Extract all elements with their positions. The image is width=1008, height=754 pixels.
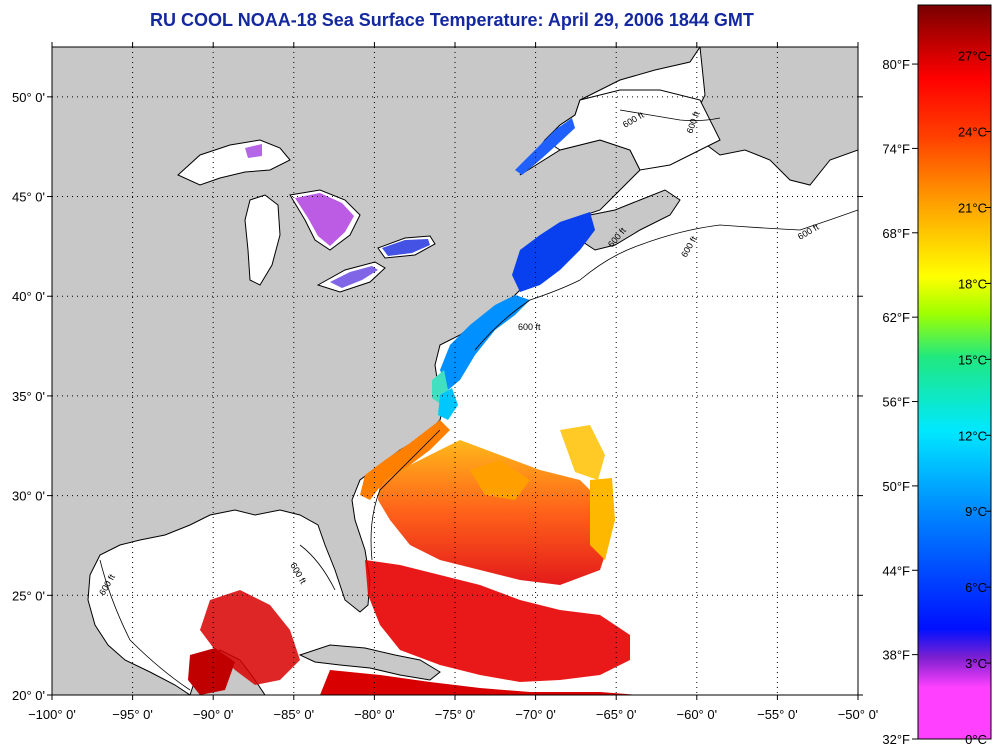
lon-tick-label: −85° 0'	[274, 707, 315, 722]
colorbar-c-label: 15°C	[958, 352, 987, 367]
land-cuba	[298, 644, 441, 681]
colorbar-f-label: 74°F	[882, 141, 910, 156]
lon-tick-label: −70° 0'	[515, 707, 556, 722]
sst-campeche	[188, 648, 235, 695]
colorbar-c-label: 21°C	[958, 200, 987, 215]
lat-tick-label: 30° 0'	[12, 489, 45, 504]
colorbar-f-label: 50°F	[882, 479, 910, 494]
longitude-axis: −100° 0' −95° 0' −90° 0' −85° 0' −80° 0' −75°…	[28, 42, 878, 722]
sst-lake-erie	[330, 266, 378, 288]
colorbar-f-label: 68°F	[882, 226, 910, 241]
colorbar-f-label: 32°F	[882, 732, 910, 747]
sst-bahamas	[365, 560, 630, 682]
lon-tick-label: −50° 0'	[838, 707, 879, 722]
lon-tick-label: −100° 0'	[28, 707, 76, 722]
colorbar	[917, 4, 992, 740]
colorbar-f-label: 44°F	[882, 563, 910, 578]
colorbar-c-label: 12°C	[958, 428, 987, 443]
lake-michigan	[244, 194, 281, 286]
lon-tick-label: −90° 0'	[193, 707, 234, 722]
lat-tick-label: 25° 0'	[12, 588, 45, 603]
colorbar-c-label: 27°C	[958, 49, 987, 64]
lat-tick-label: 40° 0'	[12, 289, 45, 304]
lon-tick-label: −95° 0'	[112, 707, 153, 722]
colorbar-c-label: 0°C	[965, 732, 987, 747]
isobath-lines	[99, 109, 858, 691]
sst-gulf-of-maine	[512, 212, 595, 292]
land-nova-scotia	[579, 189, 681, 251]
lon-tick-label: −55° 0'	[757, 707, 798, 722]
colorbar-f-label: 62°F	[882, 310, 910, 325]
lon-tick-label: −75° 0'	[435, 707, 476, 722]
latitude-axis: 20° 0' 25° 0' 30° 0' 35° 0' 40° 0' 45° 0' 50° …	[12, 90, 863, 703]
sst-mid-atlantic	[440, 295, 530, 390]
isobath-label: 600 ft	[518, 322, 541, 332]
colorbar-c-label: 6°C	[965, 580, 987, 595]
sst-gulf-of-mexico	[200, 590, 300, 685]
sst-lake-huron	[295, 193, 354, 246]
lon-tick-label: −80° 0'	[354, 707, 395, 722]
lat-tick-label: 45° 0'	[12, 190, 45, 205]
colorbar-f-label: 56°F	[882, 395, 910, 410]
colorbar-c-label: 24°C	[958, 125, 987, 140]
map-title: RU COOL NOAA-18 Sea Surface Temperature:…	[150, 10, 754, 30]
colorbar-f-label: 38°F	[882, 648, 910, 663]
lat-tick-label: 50° 0'	[12, 90, 45, 105]
sst-lake-superior	[245, 144, 262, 158]
sst-lake-ontario	[382, 239, 430, 256]
colorbar-celsius-scale: 27°C 24°C 21°C 18°C 15°C 12°C 9°C 6°C 3°C 0°C	[958, 49, 991, 747]
graticule	[52, 47, 858, 695]
sst-caribbean	[320, 670, 640, 695]
lat-tick-label: 35° 0'	[12, 389, 45, 404]
lat-tick-label: 20° 0'	[12, 688, 45, 703]
colorbar-c-label: 18°C	[958, 276, 987, 291]
colorbar-c-label: 3°C	[965, 656, 987, 671]
lon-tick-label: −65° 0'	[596, 707, 637, 722]
sst-st-lawrence	[515, 118, 575, 175]
colorbar-fahrenheit-scale: 80°F 74°F 68°F 62°F 56°F 50°F 44°F 38°F 32°F	[882, 57, 918, 747]
sst-sargasso	[378, 425, 615, 585]
colorbar-f-label: 80°F	[882, 57, 910, 72]
colorbar-c-label: 9°C	[965, 504, 987, 519]
lon-tick-label: −60° 0'	[677, 707, 718, 722]
